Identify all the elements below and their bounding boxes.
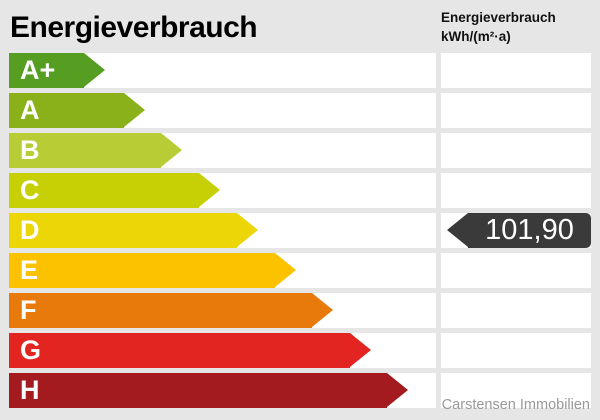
band-arrow: C: [9, 173, 220, 208]
band-label: B: [20, 135, 40, 165]
value-cell: [441, 333, 591, 368]
band-label: C: [20, 175, 40, 205]
band-track: H: [9, 373, 436, 408]
value-cell: [441, 253, 591, 288]
band-row-h: H: [9, 373, 591, 408]
band-arrow: B: [9, 133, 182, 168]
arrow-right-icon: [350, 333, 371, 367]
band-track: D: [9, 213, 436, 248]
band-arrow: F: [9, 293, 333, 328]
band-track: B: [9, 133, 436, 168]
value-cell: [441, 133, 591, 168]
value-cell: 101,90: [441, 213, 591, 248]
band-row-c: C: [9, 173, 591, 208]
credit-text: Carstensen Immobilien: [441, 397, 590, 413]
band-label: A: [20, 95, 40, 125]
value-cell: [441, 293, 591, 328]
band-track: F: [9, 293, 436, 328]
band-track: C: [9, 173, 436, 208]
arrow-right-icon: [124, 93, 145, 127]
band-row-e: E: [9, 253, 591, 288]
band-track: E: [9, 253, 436, 288]
arrow-right-icon: [161, 133, 182, 167]
band-arrow: E: [9, 253, 296, 288]
band-track: G: [9, 333, 436, 368]
band-label: A+: [20, 55, 56, 85]
arrow-right-icon: [275, 253, 296, 287]
page-title: Energieverbrauch: [10, 11, 258, 44]
arrow-right-icon: [237, 213, 258, 247]
band-label: D: [20, 215, 40, 245]
value-indicator-label: 101,90: [468, 213, 591, 248]
band-track: A: [9, 93, 436, 128]
arrow-right-icon: [199, 173, 220, 207]
band-row-f: F: [9, 293, 591, 328]
band-label: G: [20, 335, 42, 365]
arrow-left-icon: [447, 213, 468, 247]
value-cell: [441, 53, 591, 88]
band-label: H: [20, 375, 40, 405]
value-cell: [441, 173, 591, 208]
unit-header: Energieverbrauch kWh/(m²·a): [441, 8, 556, 46]
energy-scale: A+ A B: [9, 53, 591, 413]
band-track: A+: [9, 53, 436, 88]
arrow-right-icon: [387, 373, 408, 407]
value-indicator: 101,90: [447, 213, 591, 248]
unit-header-line2: kWh/(m²·a): [441, 29, 511, 44]
band-arrow: G: [9, 333, 371, 368]
band-arrow: H: [9, 373, 408, 408]
band-row-g: G: [9, 333, 591, 368]
band-row-a: A: [9, 93, 591, 128]
value-cell: [441, 93, 591, 128]
value-cell: [441, 373, 591, 408]
band-arrow: A+: [9, 53, 105, 88]
band-row-b: B: [9, 133, 591, 168]
band-label: F: [20, 295, 37, 325]
band-arrow: D: [9, 213, 258, 248]
arrow-right-icon: [84, 53, 105, 87]
band-row-a-plus: A+: [9, 53, 591, 88]
arrow-right-icon: [312, 293, 333, 327]
band-row-d: D 101,90: [9, 213, 591, 248]
band-label: E: [20, 255, 39, 285]
band-arrow: A: [9, 93, 145, 128]
unit-header-line1: Energieverbrauch: [441, 10, 556, 25]
